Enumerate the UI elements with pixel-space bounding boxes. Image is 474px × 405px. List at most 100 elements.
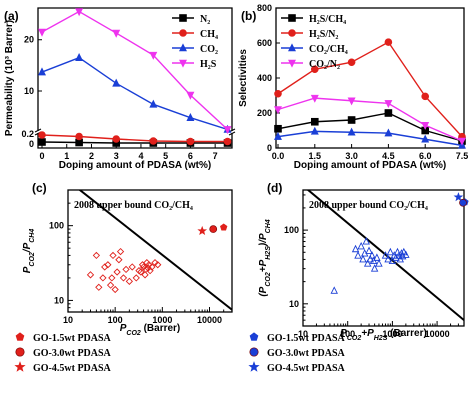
data-point — [274, 124, 282, 133]
legend-label: N₂ — [200, 14, 210, 25]
x-tick-label: 3.0 — [345, 151, 358, 161]
data-point — [92, 251, 101, 260]
panel-label: (b) — [241, 9, 256, 23]
data-point — [363, 259, 372, 267]
data-point — [274, 131, 282, 140]
plot-frame — [302, 189, 465, 327]
upper-bound-annotation: 2008 upper bound CO₂/CH₄ — [309, 200, 428, 211]
data-point — [274, 89, 282, 98]
legend-marker — [288, 14, 296, 22]
legend-label: GO-4.5wt PDASA — [267, 363, 346, 374]
y-axis-label: Permeability (10³ Barrer) — [4, 20, 15, 136]
data-point — [375, 259, 383, 267]
legend-label: H₂S/N₂ — [309, 29, 338, 40]
data-point — [109, 251, 117, 260]
legend-label: GO-3.0wt PDASA — [267, 348, 346, 359]
y-axis-label: PCO2/PCH4 — [22, 229, 36, 274]
data-point — [86, 271, 95, 279]
axis-break-left — [34, 128, 42, 133]
data-point — [154, 261, 162, 269]
highlight-point — [209, 225, 218, 233]
upper-bound-annotation: 2008 upper bound CO₂/CH₄ — [74, 200, 193, 211]
series-line — [277, 41, 463, 138]
data-point — [115, 256, 123, 264]
y-tick-label: 10 — [289, 299, 299, 309]
series-line — [41, 141, 228, 144]
x-axis-label: Doping amount of PDASA (wt%) — [294, 160, 446, 171]
legend-marker — [14, 361, 26, 372]
legend-marker — [249, 332, 259, 341]
data-point — [347, 97, 356, 106]
y-tick-label: 200 — [257, 108, 272, 118]
data-point — [125, 277, 134, 285]
legend-marker — [288, 59, 296, 68]
panel-c: 10 100 1000 10000 10 100 2008 upper bound CO₂/… — [14, 181, 233, 374]
data-point — [38, 138, 46, 146]
x-tick-label: 3 — [114, 151, 119, 161]
series-line — [277, 112, 463, 142]
data-point — [398, 251, 407, 260]
x-tick-label: 100 — [108, 315, 123, 325]
data-point — [113, 268, 121, 276]
x-tick-label: 1 — [64, 151, 69, 161]
data-point — [149, 99, 158, 108]
data-point — [274, 106, 282, 115]
data-point — [128, 263, 136, 271]
plot-frame — [275, 7, 465, 149]
x-tick-label: 6.0 — [419, 151, 432, 161]
data-point — [357, 241, 365, 250]
data-point — [104, 261, 112, 269]
x-tick-label: 0 — [39, 151, 44, 161]
x-tick-label: 100 — [340, 329, 355, 339]
data-point — [116, 247, 125, 256]
data-point — [95, 283, 103, 291]
data-point — [186, 137, 195, 146]
data-point — [38, 28, 46, 37]
x-axis-label: PCO2+PH2S (Barrer) — [340, 328, 427, 342]
panel-label: (a) — [4, 9, 19, 23]
plot-frame-upper — [37, 7, 233, 131]
y-tick-label: 800 — [257, 3, 272, 13]
y-tick-label: 10 — [54, 295, 64, 305]
data-point — [359, 254, 367, 263]
legend-marker — [179, 14, 187, 22]
data-point — [384, 128, 393, 137]
x-tick-label: 4.5 — [382, 151, 395, 161]
legend-marker — [249, 347, 259, 357]
data-point — [310, 94, 319, 103]
x-tick-label: 2 — [89, 151, 94, 161]
plot-frame-lower — [37, 133, 233, 149]
y-tick-label: 400 — [257, 73, 272, 83]
x-tick-label: 5 — [163, 151, 168, 161]
legend-marker — [248, 361, 260, 372]
upper-bound-line — [306, 190, 464, 321]
data-point — [186, 112, 195, 121]
x-tick-label: 4 — [138, 151, 143, 161]
data-point — [330, 286, 338, 294]
y-axis-label: (PCO2+PH2S)/PCH4 — [258, 219, 272, 296]
data-point — [392, 253, 400, 261]
legend-label: H₂S — [200, 59, 217, 70]
legend-marker — [15, 347, 25, 357]
data-point — [112, 78, 121, 87]
data-point — [38, 67, 46, 76]
data-point — [111, 285, 119, 294]
y-tick-label: 10 — [24, 86, 34, 96]
data-point — [112, 29, 121, 38]
series-line — [41, 56, 228, 131]
data-point — [421, 134, 430, 143]
legend-label: CH₄ — [200, 29, 218, 40]
series-line — [41, 134, 228, 143]
legend-marker — [15, 332, 25, 341]
series-line — [277, 130, 463, 147]
data-point — [186, 91, 195, 100]
y-axis-label: Selectivities — [238, 49, 249, 107]
x-tick-label: 10 — [63, 315, 73, 325]
data-point — [384, 100, 393, 109]
legend-label: H₂S/CH₄ — [309, 14, 346, 25]
data-point — [310, 126, 319, 135]
data-point — [151, 259, 159, 267]
x-tick-label: 1.5 — [309, 151, 322, 161]
